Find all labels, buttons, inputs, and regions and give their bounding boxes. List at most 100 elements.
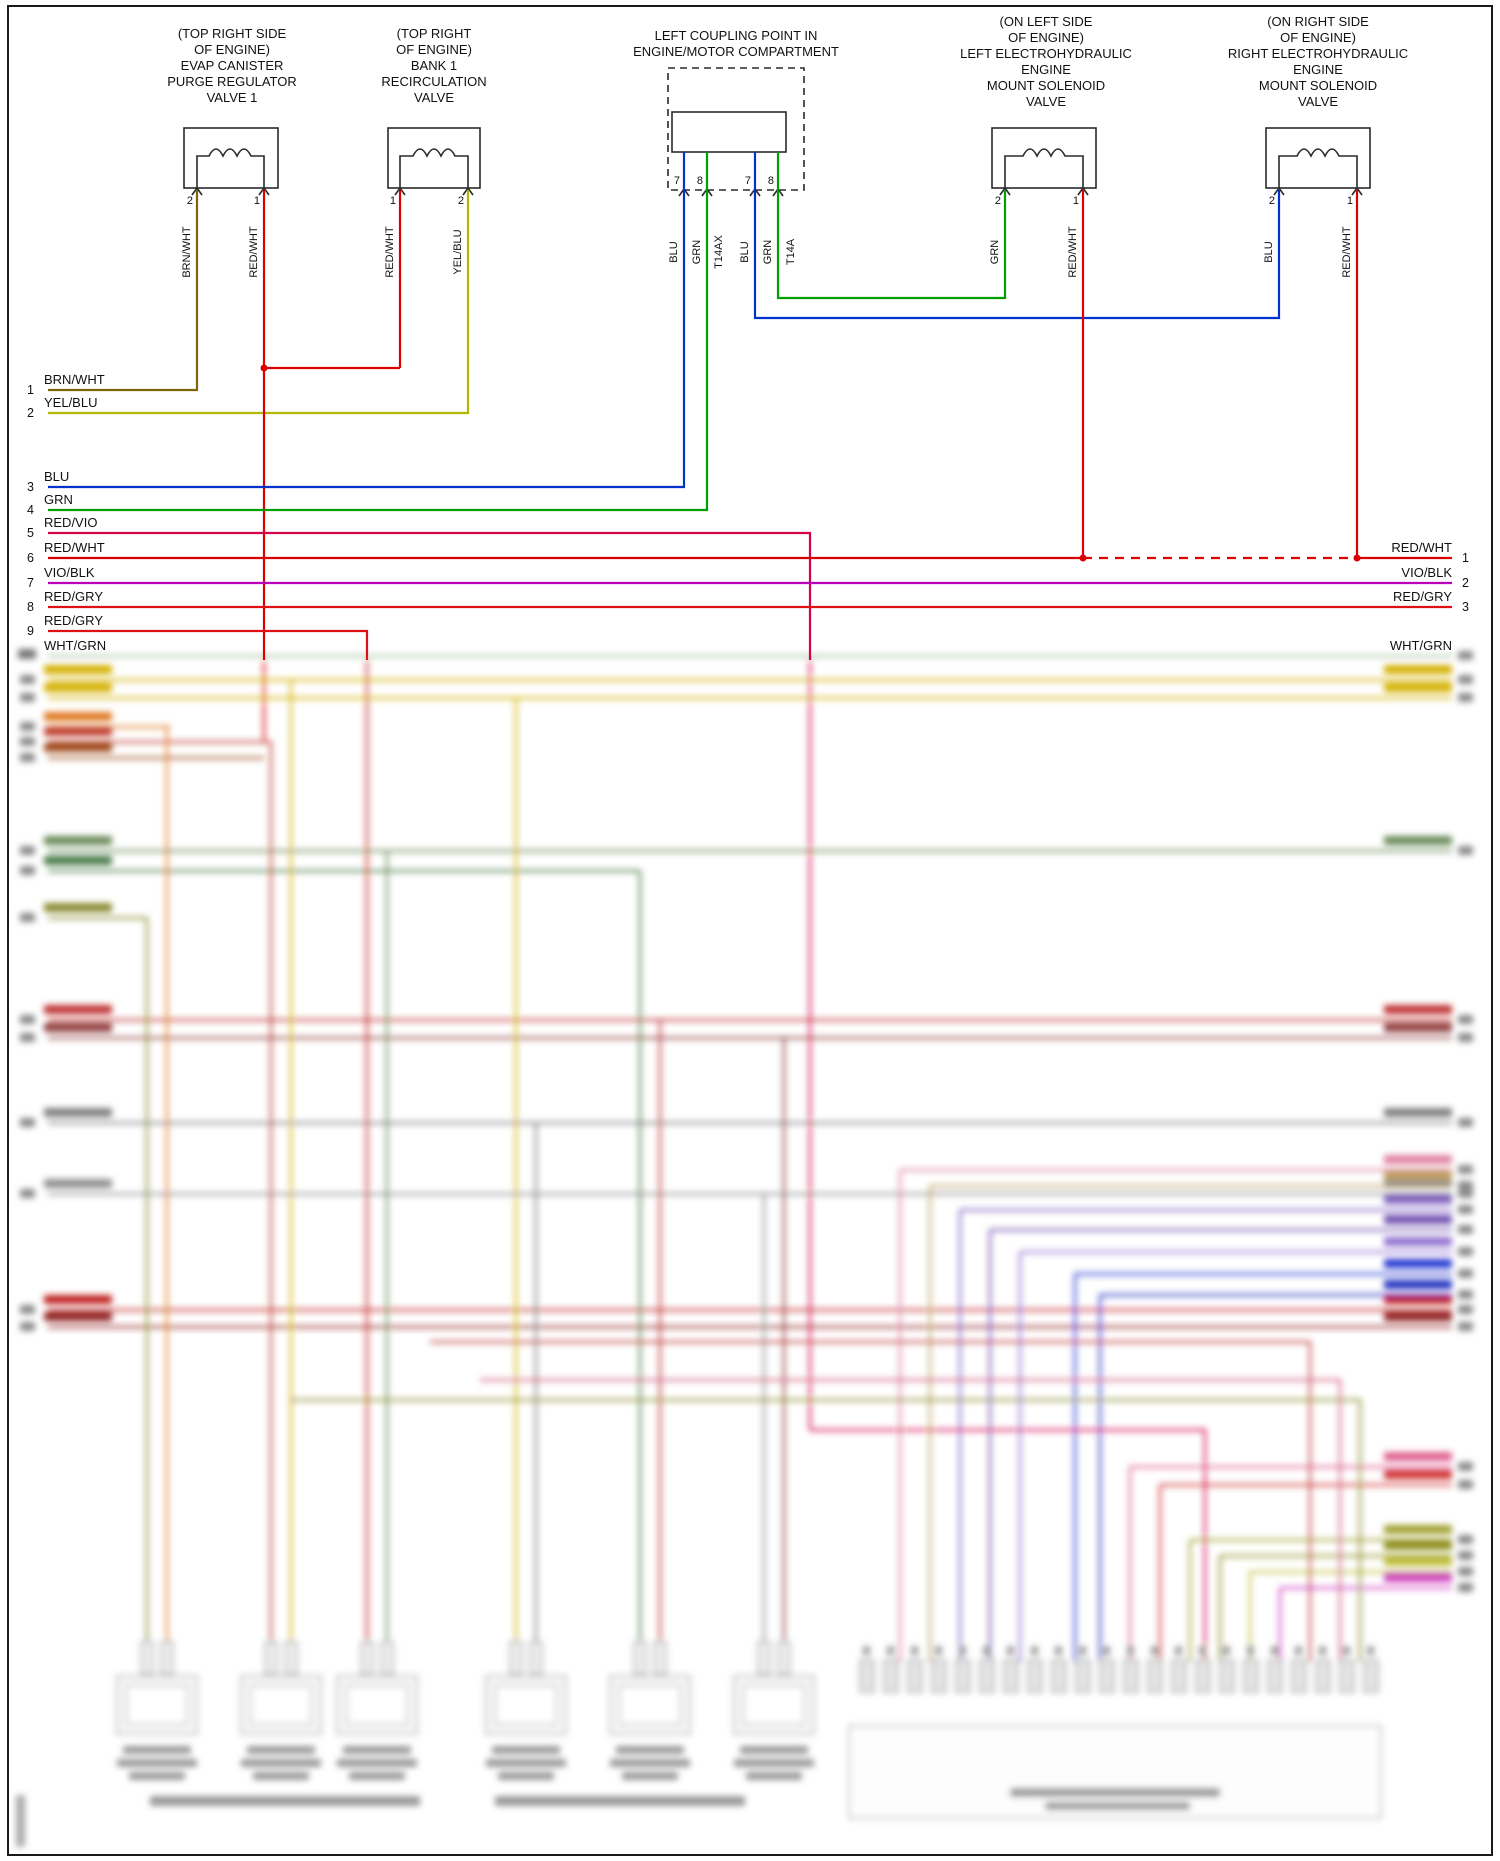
blurred-label [337,1759,417,1767]
blurred-label [622,1772,678,1780]
blurred-label [44,1005,112,1014]
component-label-line: OF ENGINE) [396,42,472,57]
wire-label: RED/WHT [248,226,260,278]
blurred-label [20,1189,35,1198]
blurred-label [44,727,112,736]
component-label-line: (TOP RIGHT SIDE [178,26,287,41]
blurred-label [1384,1005,1452,1014]
component-box [387,127,481,189]
blurred-label [1458,1480,1473,1489]
blurred-label [123,1746,191,1754]
blurred-block-pin [1075,1659,1091,1693]
blurred-label [887,1646,894,1655]
blurred-block-pin [883,1659,899,1693]
blurred-label [1384,1557,1452,1566]
blurred-label [734,1759,814,1767]
blurred-block-pin [1171,1659,1187,1693]
solenoid-coil-icon [1004,148,1084,188]
blurred-label [746,1772,802,1780]
row-label: RED/GRY [44,589,103,604]
wire-label: BLU [668,241,680,262]
blurred-label [1384,1541,1452,1550]
blurred-wire [290,1398,1362,1662]
blurred-label [1384,1237,1452,1246]
blurred-label [20,737,35,746]
blurred-label [20,753,35,762]
blurred-label [935,1646,942,1655]
pin-number: 7 [745,175,751,187]
blurred-label [18,649,36,659]
row-label: BRN/WHT [44,372,105,387]
blurred-connector-pin [360,1641,374,1675]
component-left-mount-valve: (ON LEFT SIDE OF ENGINE) LEFT ELECTROHYD… [960,14,1132,278]
blurred-label [20,675,35,684]
blurred-block-pin [1363,1659,1379,1693]
blurred-label [20,866,35,875]
blurred-label [1103,1646,1110,1655]
blurred-block-pin [907,1659,923,1693]
blurred-label [911,1646,918,1655]
component-right-mount-valve: (ON RIGHT SIDE OF ENGINE) RIGHT ELECTROH… [1228,14,1408,278]
blurred-label [1458,675,1473,684]
pin-number: 8 [768,175,774,187]
row-label: BLU [44,469,69,484]
component-label-line: LEFT COUPLING POINT IN [655,28,818,43]
blurred-label [1031,1646,1038,1655]
component-label-line: OF ENGINE) [1008,30,1084,45]
junction-dot [1079,554,1087,562]
blurred-label [740,1746,808,1754]
blurred-label [1458,1305,1473,1314]
blurred-label [983,1646,990,1655]
row-number: 5 [27,526,34,540]
component-recirculation-valve: (TOP RIGHT OF ENGINE) BANK 1 RECIRCULATI… [381,26,486,278]
row-label: WHT/GRN [44,638,106,653]
component-label-line: VALVE [414,90,454,105]
component-box [183,127,279,189]
blurred-label [1367,1646,1374,1655]
row-number: 2 [1462,576,1469,590]
blurred-block-pin [1195,1659,1211,1693]
blurred-label [1458,846,1473,855]
blurred-label [44,1023,112,1032]
blurred-label [492,1746,560,1754]
blurred-block-pin [1003,1659,1019,1693]
pin-chevron-icon [1273,186,1363,196]
blurred-label [1458,1462,1473,1471]
blurred-connector-pin [529,1641,543,1675]
blurred-connector-inner [495,1685,557,1725]
connector-id-label: T14A [785,238,797,265]
blurred-label [616,1746,684,1754]
junction-dot [260,364,268,372]
blurred-label [1007,1646,1014,1655]
blurred-label [16,1795,25,1847]
blurred-label [20,1118,35,1127]
component-label-line: MOUNT SOLENOID [1259,78,1377,93]
wire-red-vio [48,531,812,660]
wire-red-gry-row9 [48,629,369,660]
component-evap-valve: (TOP RIGHT SIDE OF ENGINE) EVAP CANISTER… [167,26,297,278]
blurred-label [253,1772,309,1780]
row-label: YEL/BLU [44,395,97,410]
blurred-connector-pin [264,1641,278,1675]
blurred-label [117,1759,197,1767]
row-number: 3 [27,480,34,494]
blurred-label [1458,1247,1473,1256]
blurred-region [16,649,1473,1847]
blurred-label [495,1796,745,1806]
blurred-block-pin [931,1659,947,1693]
pin-chevron-icon [394,186,474,196]
component-label-line: ENGINE/MOTOR COMPARTMENT [633,44,839,59]
row-number: 1 [27,383,34,397]
blurred-label [44,712,112,721]
wire-label: RED/WHT [1067,226,1079,278]
row-label: VIO/BLK [1401,565,1452,580]
row-label: RED/GRY [44,613,103,628]
blurred-label [1295,1646,1302,1655]
blurred-label [1223,1646,1230,1655]
blurred-label [1458,1225,1473,1234]
blurred-label [247,1746,315,1754]
row-label: RED/WHT [44,540,105,555]
junction-dot [1353,554,1361,562]
blurred-block-pin [1243,1659,1259,1693]
row-label: RED/WHT [1391,540,1452,555]
